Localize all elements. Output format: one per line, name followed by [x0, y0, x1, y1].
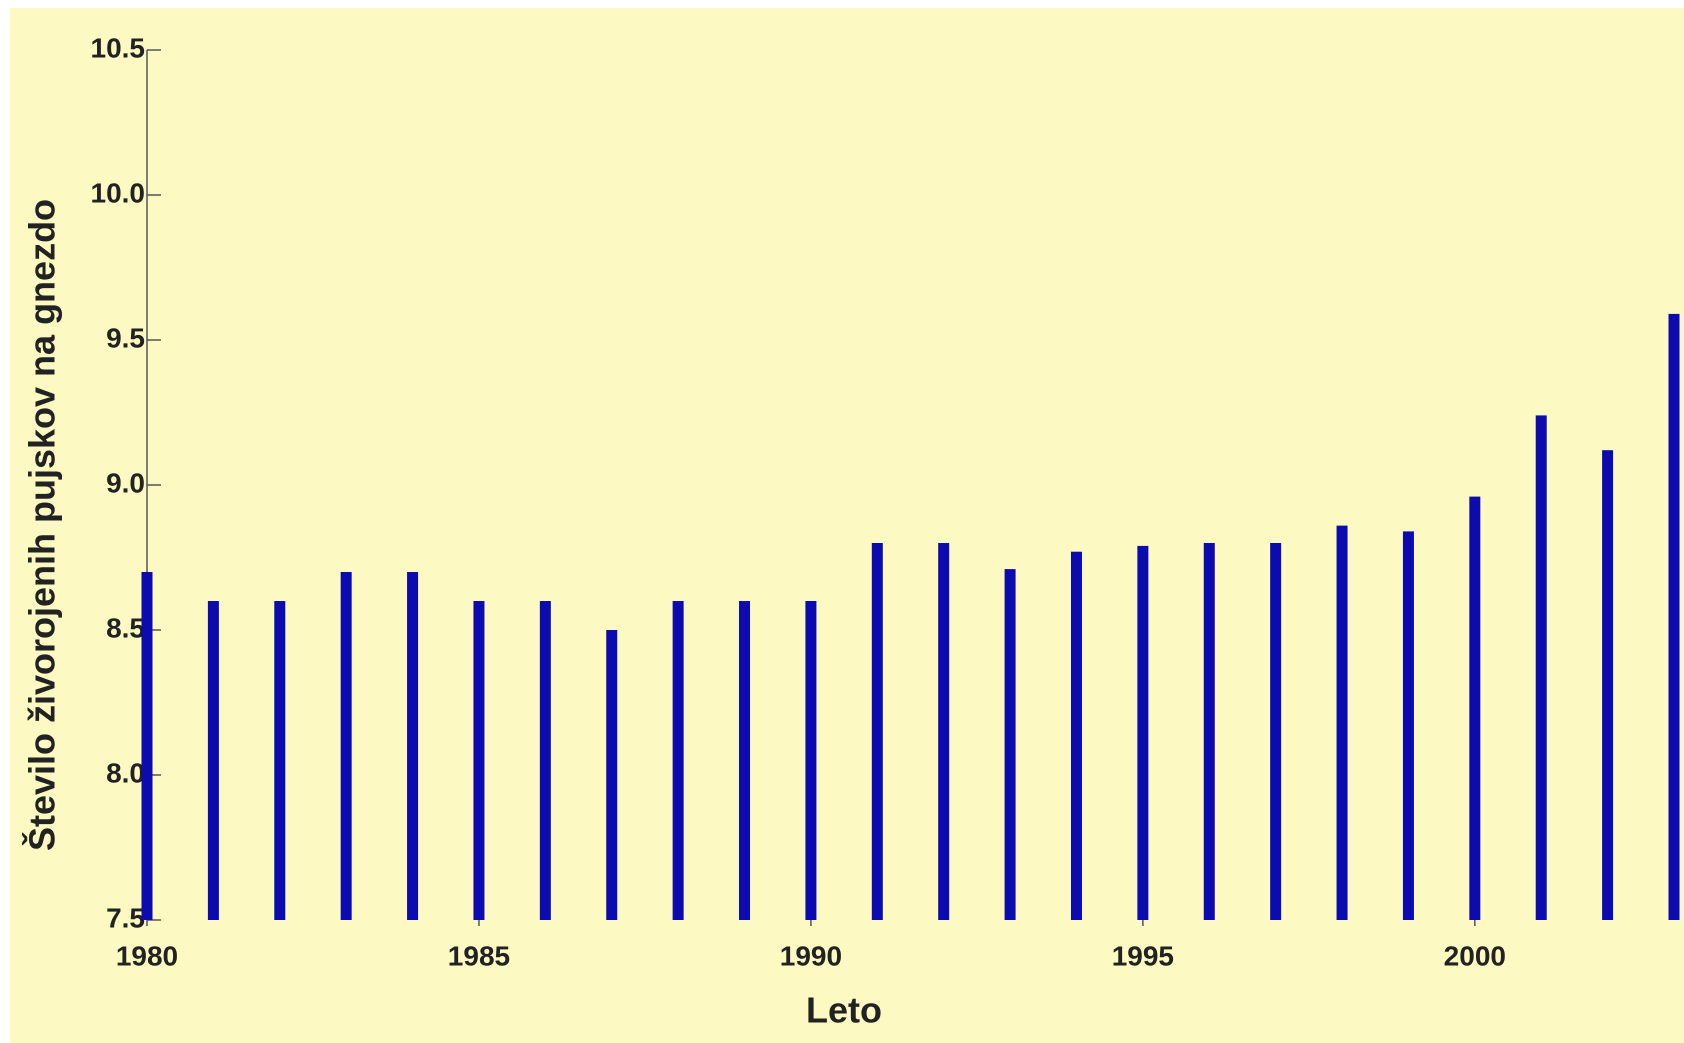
x-axis-title: Leto	[806, 990, 882, 1031]
bar	[938, 543, 950, 920]
bar	[1469, 496, 1481, 920]
bar	[1137, 545, 1149, 920]
y-tick-label: 7.5	[106, 902, 145, 933]
bar	[606, 630, 618, 920]
bar	[141, 572, 153, 920]
y-tick-label: 10.0	[91, 177, 146, 208]
bar	[1602, 450, 1614, 920]
bar	[672, 601, 684, 920]
bar	[340, 572, 352, 920]
x-tick-label: 1985	[448, 940, 510, 971]
bar	[1203, 543, 1215, 920]
y-tick-label: 9.5	[106, 322, 145, 353]
y-tick-label: 9.0	[106, 467, 145, 498]
x-tick-label: 1990	[780, 940, 842, 971]
bar	[739, 601, 751, 920]
bar	[1004, 569, 1016, 920]
x-tick-label: 2000	[1444, 940, 1506, 971]
y-axis-title: Število živorojenih pujskov na gnezdo	[21, 199, 63, 851]
bar	[1402, 531, 1414, 920]
x-tick-label: 1995	[1112, 940, 1174, 971]
bar	[407, 572, 419, 920]
bar	[805, 601, 817, 920]
bar	[1535, 415, 1547, 920]
bar	[539, 601, 551, 920]
bar	[1270, 543, 1282, 920]
y-tick-label: 10.5	[91, 32, 146, 63]
y-tick-label: 8.5	[106, 612, 145, 643]
bar	[1336, 525, 1348, 920]
bar	[1668, 313, 1680, 920]
bar	[274, 601, 286, 920]
bar	[1070, 551, 1082, 920]
x-tick-label: 1980	[116, 940, 178, 971]
plot-background	[10, 8, 1684, 1043]
bar	[871, 543, 883, 920]
y-tick-label: 8.0	[106, 757, 145, 788]
bar	[207, 601, 219, 920]
bar	[473, 601, 485, 920]
